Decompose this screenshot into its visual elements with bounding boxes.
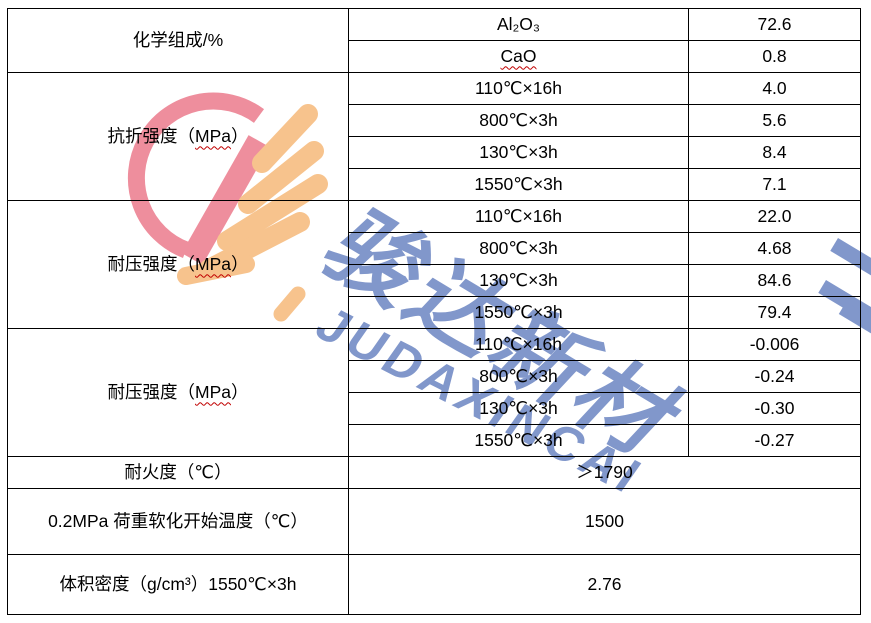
condition-cell: 800℃×3h (348, 360, 689, 393)
linear-change-label: 耐压强度（MPa） (7, 328, 349, 457)
value-cell: -0.27 (688, 424, 861, 457)
table-row: 1550℃×3h -0.27 (8, 424, 861, 457)
condition-cell: 110℃×16h (348, 200, 689, 233)
table-row: 体积密度（g/cm³）1550℃×3h 2.76 (7, 554, 861, 615)
label-text: 耐压强度（ (107, 254, 196, 275)
bulk-density-label: 体积密度（g/cm³）1550℃×3h (7, 554, 349, 615)
refractoriness-value: ＞1790 (348, 456, 861, 489)
flexural-strength-label: 抗折强度（MPa） (7, 72, 349, 201)
chemical-value-cell: 0.8 (688, 40, 861, 73)
bulk-density-value: 2.76 (348, 554, 861, 615)
table-row: 800℃×3h -0.24 (8, 360, 861, 393)
table-row: 耐压强度（MPa） 110℃×16h 22.0 (7, 200, 861, 329)
chemical-composition-label: 化学组成/% (7, 8, 349, 73)
label-text: ） (230, 382, 249, 403)
value-cell: 4.0 (688, 72, 861, 105)
table-row: 1550℃×3h 7.1 (8, 168, 861, 201)
label-text: 耐压强度（ (107, 382, 196, 403)
spellcheck-underline: CaO (500, 46, 537, 67)
label-text: ） (230, 254, 249, 275)
compressive-strength-label: 耐压强度（MPa） (7, 200, 349, 329)
condition-cell: 110℃×16h (348, 328, 689, 361)
value-cell: 79.4 (688, 296, 861, 329)
chemical-value-cell: 72.6 (688, 8, 861, 41)
material-properties-table: 化学组成/% Al₂O₃ 72.6 CaO 0.8 抗折强度（MPa） 110℃… (7, 8, 861, 615)
condition-cell: 130℃×3h (348, 392, 689, 425)
table-row: 耐压强度（MPa） 110℃×16h -0.006 (7, 328, 861, 457)
condition-cell: 1550℃×3h (348, 168, 689, 201)
condition-cell: 1550℃×3h (348, 424, 689, 457)
value-cell: -0.24 (688, 360, 861, 393)
condition-cell: 800℃×3h (348, 232, 689, 265)
chemical-name-cell: CaO (348, 40, 689, 73)
softening-temp-value: 1500 (348, 488, 861, 555)
condition-cell: 800℃×3h (348, 104, 689, 137)
table-row: 化学组成/% Al₂O₃ 72.6 (7, 8, 861, 73)
spellcheck-underline: MPa (195, 382, 231, 403)
spellcheck-underline: MPa (195, 126, 231, 147)
value-cell: 22.0 (688, 200, 861, 233)
chemical-name-cell: Al₂O₃ (348, 8, 689, 41)
condition-cell: 1550℃×3h (348, 296, 689, 329)
value-cell: -0.006 (688, 328, 861, 361)
label-text: 抗折强度（ (107, 126, 196, 147)
table-row: 抗折强度（MPa） 110℃×16h 4.0 (7, 72, 861, 201)
table-row: 130℃×3h -0.30 (8, 392, 861, 425)
condition-cell: 130℃×3h (348, 136, 689, 169)
value-cell: 7.1 (688, 168, 861, 201)
value-cell: 8.4 (688, 136, 861, 169)
refractoriness-label: 耐火度（℃） (7, 456, 349, 489)
condition-cell: 130℃×3h (348, 264, 689, 297)
table-row: 0.2MPa 荷重软化开始温度（℃） 1500 (7, 488, 861, 555)
softening-temp-label: 0.2MPa 荷重软化开始温度（℃） (7, 488, 349, 555)
value-cell: -0.30 (688, 392, 861, 425)
condition-cell: 110℃×16h (348, 72, 689, 105)
table-row: 耐火度（℃） ＞1790 (7, 456, 861, 489)
spellcheck-underline: MPa (195, 254, 231, 275)
value-cell: 5.6 (688, 104, 861, 137)
value-cell: 84.6 (688, 264, 861, 297)
value-cell: 4.68 (688, 232, 861, 265)
label-text: ） (230, 126, 249, 147)
